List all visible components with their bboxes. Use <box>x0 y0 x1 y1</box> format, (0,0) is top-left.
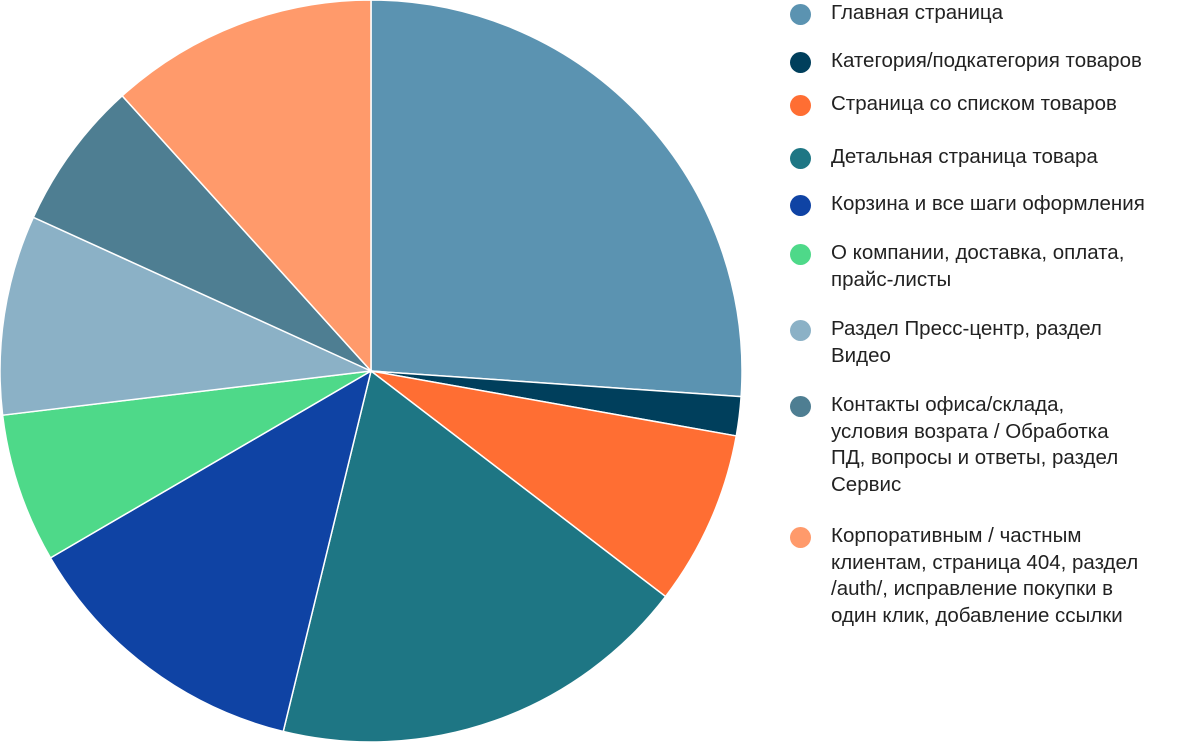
legend-label-7: Раздел Пресс-центр, раздел Видео <box>831 317 1102 367</box>
legend-swatch-2 <box>790 52 811 73</box>
legend-label-5: Корзина и все шаги оформления <box>831 192 1145 215</box>
legend-swatch-5 <box>790 195 811 216</box>
legend-swatch-1 <box>790 4 811 25</box>
legend-label-6: О компании, доставка, оплата, прайс-лист… <box>831 241 1125 291</box>
pie-slice-7 <box>0 216 374 417</box>
legend-swatch-8 <box>790 396 811 417</box>
legend-label-4: Детальная страница товара <box>831 145 1098 168</box>
pie-plot <box>0 0 743 742</box>
legend-label-9: Корпоративным / частным клиентам, страни… <box>831 524 1139 627</box>
pie-slice-4 <box>282 369 667 742</box>
legend-swatch-6 <box>790 244 811 265</box>
legend-label-1: Главная страница <box>831 1 1004 24</box>
legend-swatch-4 <box>790 148 811 169</box>
legend-swatch-7 <box>790 320 811 341</box>
legend-label-3: Страница со списком товаров <box>831 92 1117 115</box>
pie-slice-3 <box>370 370 738 598</box>
pie-slice-6 <box>1 370 372 559</box>
legend-swatch-3 <box>790 95 811 116</box>
pie-slice-5 <box>49 369 373 733</box>
legend-swatch-9 <box>790 527 811 548</box>
pie-slice-1 <box>370 0 743 398</box>
legend-label-8: Контакты офиса/склада, условия возрата /… <box>831 393 1119 496</box>
pie-slice-8 <box>32 94 372 372</box>
legend-label-2: Категория/подкатегория товаров <box>831 49 1142 72</box>
pie-slice-9 <box>121 0 372 373</box>
